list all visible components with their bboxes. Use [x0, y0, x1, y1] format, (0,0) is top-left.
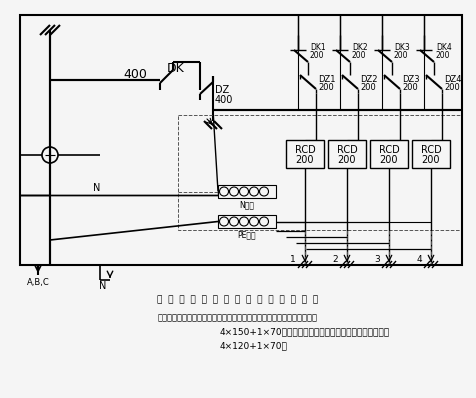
Circle shape	[229, 217, 238, 226]
Text: 200: 200	[359, 84, 375, 92]
Bar	[286, 140, 323, 168]
Bar	[327, 140, 365, 168]
Bar	[411, 140, 449, 168]
Text: 总  配  电  箱  及  分  路  漏  电  保  护  器  系  统  图: 总 配 电 箱 及 分 路 漏 电 保 护 器 系 统 图	[157, 295, 318, 304]
Text: DK1: DK1	[309, 43, 325, 51]
Text: RCD: RCD	[420, 145, 440, 155]
Text: DZ3: DZ3	[401, 76, 419, 84]
Text: DZ: DZ	[215, 85, 229, 95]
Text: 注：上图为总配电箱前接线图，由电源接入总配电箱的电缆为橡套软电缆: 注：上图为总配电箱前接线图，由电源接入总配电箱的电缆为橡套软电缆	[158, 314, 317, 322]
Text: 200: 200	[309, 51, 324, 59]
Text: DK3: DK3	[393, 43, 409, 51]
Bar	[218, 185, 276, 198]
Text: 2: 2	[331, 256, 337, 265]
Circle shape	[249, 217, 258, 226]
Text: DK: DK	[167, 62, 184, 74]
Text: 200: 200	[337, 155, 356, 165]
Text: N: N	[99, 281, 107, 291]
Bar	[20, 15, 461, 265]
Text: 200: 200	[379, 155, 397, 165]
Circle shape	[219, 217, 228, 226]
Bar	[178, 115, 461, 230]
Text: 400: 400	[123, 68, 147, 82]
Text: N母排: N母排	[239, 201, 254, 209]
Text: 4: 4	[416, 256, 421, 265]
Text: 200: 200	[421, 155, 439, 165]
Text: RCD: RCD	[294, 145, 315, 155]
Text: DZ1: DZ1	[317, 76, 335, 84]
Text: DK2: DK2	[351, 43, 367, 51]
Circle shape	[229, 187, 238, 196]
Text: 4×120+1×70．: 4×120+1×70．	[219, 341, 288, 351]
Bar	[218, 215, 276, 228]
Text: RCD: RCD	[378, 145, 398, 155]
Text: 200: 200	[317, 84, 333, 92]
Text: 200: 200	[393, 51, 407, 59]
Text: DZ4: DZ4	[443, 76, 461, 84]
Text: PE母排: PE母排	[237, 230, 256, 240]
Text: 200: 200	[351, 51, 366, 59]
Text: 200: 200	[295, 155, 314, 165]
Circle shape	[259, 187, 268, 196]
Text: 3: 3	[373, 256, 379, 265]
Text: RCD: RCD	[336, 145, 357, 155]
Circle shape	[239, 187, 248, 196]
Text: 200: 200	[435, 51, 449, 59]
Text: DZ2: DZ2	[359, 76, 377, 84]
Text: A,B,C: A,B,C	[27, 277, 50, 287]
Circle shape	[239, 217, 248, 226]
Text: 200: 200	[443, 84, 459, 92]
Text: N: N	[93, 183, 100, 193]
Text: 4×150+1×70，总配电箱连接各分配箱的电缆为橡套软电缆: 4×150+1×70，总配电箱连接各分配箱的电缆为橡套软电缆	[219, 328, 389, 336]
Circle shape	[249, 187, 258, 196]
Text: 200: 200	[401, 84, 417, 92]
Circle shape	[259, 217, 268, 226]
Circle shape	[219, 187, 228, 196]
Text: 400: 400	[215, 95, 233, 105]
Bar	[369, 140, 407, 168]
Text: DK4: DK4	[435, 43, 451, 51]
Text: 1: 1	[289, 256, 295, 265]
